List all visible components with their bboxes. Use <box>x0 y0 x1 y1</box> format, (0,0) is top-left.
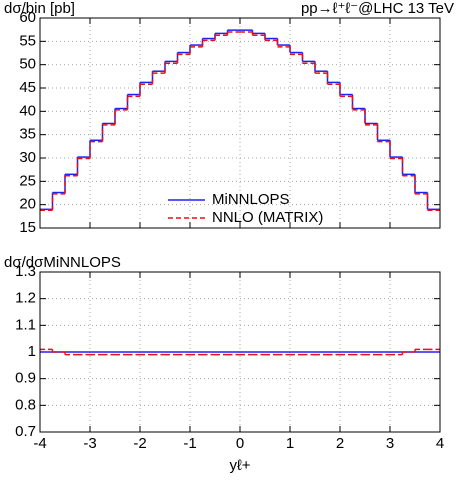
y-tick-label: 0.9 <box>15 370 36 387</box>
y-tick-label: 1.2 <box>15 290 36 307</box>
x-tick-label: -4 <box>33 435 46 452</box>
x-axis-label: yℓ+ <box>229 457 250 474</box>
y-tick-label: 25 <box>19 172 36 189</box>
x-tick-label: 2 <box>336 435 344 452</box>
y-tick-label: 60 <box>19 9 36 26</box>
y-tick-label: 45 <box>19 79 36 96</box>
x-tick-label: 0 <box>236 435 244 452</box>
x-tick-label: -3 <box>83 435 96 452</box>
legend-label: NNLO (MATRIX) <box>212 209 323 226</box>
y-tick-label: 0.7 <box>15 423 36 440</box>
y-tick-label: 1 <box>28 343 36 360</box>
y-tick-label: 40 <box>19 102 36 119</box>
legend-label: MiNNLOPS <box>212 191 290 208</box>
y-tick-label: 50 <box>19 56 36 73</box>
y-tick-label: 55 <box>19 32 36 49</box>
chart-title: pp→ℓ⁺ℓ⁻@LHC 13 TeV <box>301 0 454 17</box>
y-axis-label: dσ/bin [pb] <box>4 0 75 17</box>
y-tick-label: 35 <box>19 126 36 143</box>
x-tick-label: 1 <box>286 435 294 452</box>
x-tick-label: 4 <box>436 435 444 452</box>
plot-frame <box>39 271 441 433</box>
plot-frame <box>39 17 441 229</box>
y-tick-label: 20 <box>19 196 36 213</box>
y-tick-label: 15 <box>19 219 36 236</box>
y-tick-label: 1.3 <box>15 263 36 280</box>
y-axis-label: dσ/dσMiNNLOPS <box>4 254 121 271</box>
x-tick-label: -1 <box>183 435 196 452</box>
y-tick-label: 0.8 <box>15 396 36 413</box>
x-tick-label: 3 <box>386 435 394 452</box>
y-tick-label: 30 <box>19 149 36 166</box>
x-tick-label: -2 <box>133 435 146 452</box>
y-tick-label: 1.1 <box>15 316 36 333</box>
